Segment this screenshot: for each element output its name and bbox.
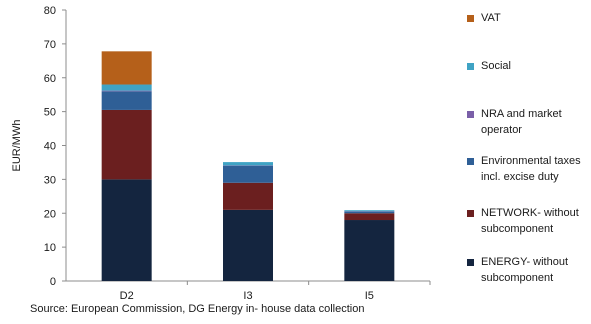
legend-label: NRA and market operator [481, 108, 562, 136]
x-tick-label: I5 [365, 290, 374, 302]
y-tick-label: 0 [50, 276, 56, 288]
bar-segment [344, 210, 395, 212]
legend-swatch [467, 158, 474, 165]
legend-swatch [467, 111, 474, 118]
y-tick-label: 30 [44, 174, 56, 186]
legend-label-line: NRA and market [481, 108, 562, 120]
y-tick-label: 20 [44, 208, 56, 220]
bar-segment [101, 109, 152, 180]
legend-label: ENERGY- without subcomponent [481, 256, 568, 284]
legend-label: NETWORK- without subcomponent [481, 207, 579, 235]
legend-label-line: VAT [481, 12, 501, 24]
source-note: Source: European Commission, DG Energy i… [30, 303, 365, 315]
y-tick-label: 60 [44, 73, 56, 85]
legend-label-line: Environmental taxes [481, 155, 581, 167]
bar-segment [344, 213, 395, 221]
bar-segment [101, 90, 152, 92]
legend-label-line: NETWORK- without [481, 207, 579, 219]
y-tick-label: 50 [44, 107, 56, 119]
bar-segment [101, 91, 152, 110]
y-tick-label: 10 [44, 242, 56, 254]
legend-label-line: subcomponent [481, 223, 553, 235]
bar-segment [223, 165, 273, 183]
bar-segment [344, 220, 395, 281]
legend-swatch [467, 63, 474, 70]
legend-swatch [467, 15, 474, 22]
legend-label: Environmental taxes incl. excise duty [481, 155, 581, 183]
y-tick-label: 70 [44, 39, 56, 51]
bar-segment [223, 209, 273, 281]
bar-segment [101, 179, 152, 281]
bar-segment [223, 162, 273, 166]
legend-label-line: subcomponent [481, 272, 553, 284]
x-tick-label: I3 [243, 290, 252, 302]
legend-label-line: Social [481, 60, 511, 72]
legend-label-line: incl. excise duty [481, 171, 559, 183]
bar-segment [223, 182, 273, 210]
legend-label: VAT [481, 12, 501, 24]
x-tick-label: D2 [120, 290, 134, 302]
legend-label-line: operator [481, 124, 522, 136]
bar-segment [101, 51, 152, 85]
bar-segment [101, 84, 152, 91]
y-tick-label: 80 [44, 5, 56, 17]
legend-label-line: ENERGY- without [481, 256, 568, 268]
y-axis-title: EUR/MWh [11, 120, 23, 172]
bar-segment [344, 211, 395, 214]
legend-swatch [467, 259, 474, 266]
legend-label: Social [481, 60, 511, 72]
y-tick-label: 40 [44, 141, 56, 153]
legend-swatch [467, 210, 474, 217]
